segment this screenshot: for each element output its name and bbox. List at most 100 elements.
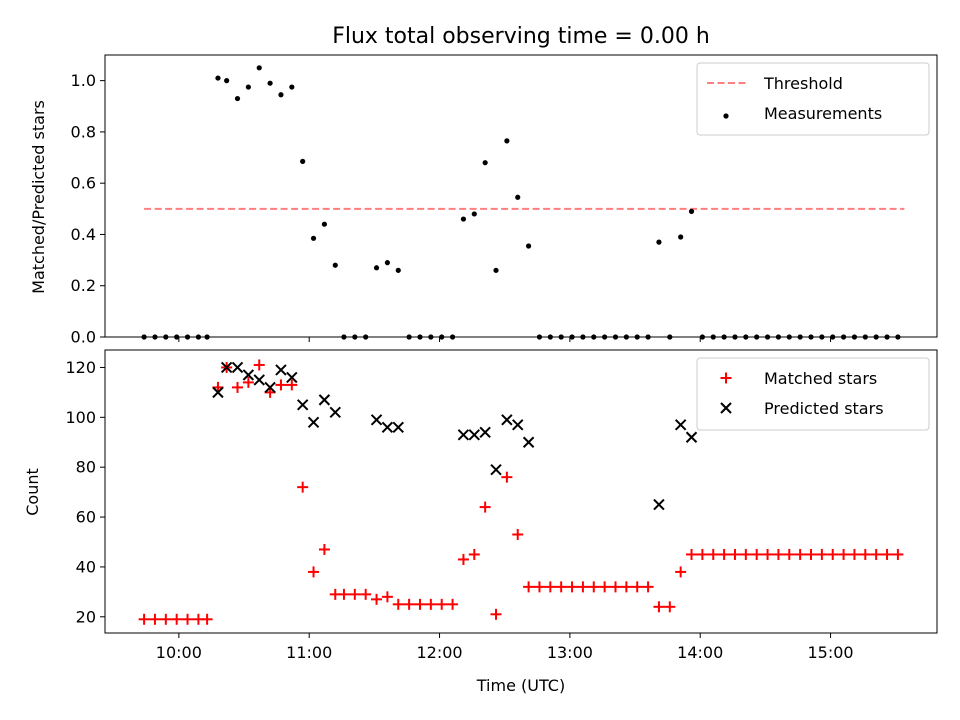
- predicted-point: [381, 421, 394, 434]
- predicted-point: [501, 414, 513, 426]
- x-tick-label: 10:00: [156, 643, 202, 662]
- measurement-point: [341, 334, 347, 340]
- measurement-point: [482, 160, 488, 166]
- predicted-point: [653, 498, 665, 511]
- measurement-point: [797, 334, 803, 340]
- predicted-point: [212, 386, 224, 399]
- y-axis-label-ratio: Matched/Predicted stars: [29, 100, 48, 294]
- plot-frame-ratio: [104, 54, 938, 338]
- legend-box-ratio: [696, 62, 930, 136]
- legend-label: Measurements: [764, 104, 882, 123]
- y-tick-label-ratio: 1.0: [71, 71, 96, 90]
- measurement-point: [862, 334, 868, 340]
- measurement-point: [623, 334, 629, 340]
- measurement-point: [667, 334, 673, 340]
- measurement-point: [764, 334, 771, 340]
- measurement-point: [602, 334, 608, 340]
- measurement-point: [819, 334, 825, 340]
- predicted-point: [512, 419, 524, 431]
- measurement-point: [224, 78, 230, 84]
- measurement-point: [384, 260, 391, 266]
- measurement-point: [547, 334, 553, 340]
- measurement-point: [363, 334, 369, 340]
- legend-label: Predicted stars: [764, 399, 884, 418]
- legend-box-count: [696, 357, 930, 431]
- x-tick-label: 13:00: [547, 643, 593, 662]
- measurement-point: [591, 334, 597, 340]
- measurement-point: [721, 334, 727, 340]
- measurement-point: [300, 158, 306, 164]
- measurement-point: [699, 334, 705, 340]
- measurement-point: [245, 84, 251, 90]
- y-tick-label-count: 120: [65, 358, 96, 377]
- measurement-point: [174, 334, 180, 340]
- measurement-point: [352, 334, 358, 340]
- y-axis-label-count: Count: [23, 468, 42, 516]
- measurement-point: [645, 334, 651, 340]
- measurement-point: [395, 267, 401, 273]
- predicted-point: [479, 426, 491, 438]
- measurement-point: [321, 221, 328, 227]
- predicted-point: [220, 361, 233, 374]
- legend-measurements-swatch: [723, 113, 729, 119]
- measurement-point: [612, 334, 619, 340]
- predicted-point: [275, 364, 287, 376]
- measurement-point: [439, 334, 445, 340]
- x-tick-label: 15:00: [808, 643, 854, 662]
- predicted-point: [522, 436, 535, 448]
- predicted-point: [296, 399, 309, 411]
- predicted-point: [674, 419, 687, 431]
- chart-title: Flux total observing time = 0.00 h: [332, 24, 710, 49]
- y-tick-label-count: 20: [76, 607, 96, 626]
- x-tick-label: 14:00: [677, 643, 723, 662]
- measurement-point: [732, 334, 738, 340]
- legend-label: Threshold: [763, 74, 843, 93]
- predicted-point: [392, 421, 404, 434]
- measurement-point: [163, 334, 169, 340]
- measurement-point: [743, 334, 749, 340]
- predicted-point: [242, 369, 255, 381]
- measurement-point: [678, 234, 684, 240]
- measurement-point: [775, 334, 782, 340]
- measurement-point: [526, 243, 532, 249]
- measurement-point: [204, 334, 210, 340]
- panel-ratio: 0.0 0.2 0.4 0.6 0.8 1.0 Threshold Measurements: [71, 54, 938, 347]
- measurement-point: [656, 239, 662, 245]
- measurement-point: [688, 208, 695, 214]
- measurement-point: [152, 334, 158, 340]
- measurement-point: [580, 334, 586, 340]
- measurement-point: [873, 334, 879, 340]
- predicted-point: [286, 371, 298, 384]
- measurement-point: [569, 334, 575, 340]
- y-tick-label-count: 60: [76, 508, 96, 527]
- predicted-point: [264, 381, 276, 394]
- measurement-point: [332, 262, 338, 268]
- legend-label: Matched stars: [764, 369, 877, 388]
- panel-count: 20 40 60 80 100 120 10:00 11:00 12:00 13:00 14:00 1…: [65, 349, 938, 662]
- measurement-point: [184, 334, 191, 340]
- y-tick-label-ratio: 0.4: [71, 225, 96, 244]
- y-tick-label-count: 40: [76, 557, 96, 576]
- measurement-point: [808, 334, 814, 340]
- y-tick-label-ratio: 0.8: [71, 122, 96, 141]
- measurement-point: [786, 334, 792, 340]
- measurement-point: [840, 334, 847, 340]
- measurement-point: [710, 334, 716, 340]
- predicted-point: [329, 406, 341, 419]
- measurement-point: [884, 334, 890, 340]
- x-tick-label: 11:00: [286, 643, 332, 662]
- plot-frame-count: [104, 349, 938, 634]
- predicted-point: [253, 374, 265, 386]
- y-tick-label-ratio: 0.2: [71, 276, 96, 295]
- predicted-point: [468, 429, 481, 441]
- predicted-point: [457, 429, 470, 441]
- measurement-point: [493, 267, 499, 273]
- y-tick-label-ratio: 0.6: [71, 174, 96, 193]
- measurement-point: [310, 235, 317, 241]
- measurement-point: [754, 334, 760, 340]
- y-tick-label-count: 80: [76, 458, 96, 477]
- measurement-point: [428, 334, 434, 340]
- measurement-point: [460, 216, 467, 222]
- measurement-point: [851, 334, 858, 340]
- measurement-point: [471, 211, 477, 217]
